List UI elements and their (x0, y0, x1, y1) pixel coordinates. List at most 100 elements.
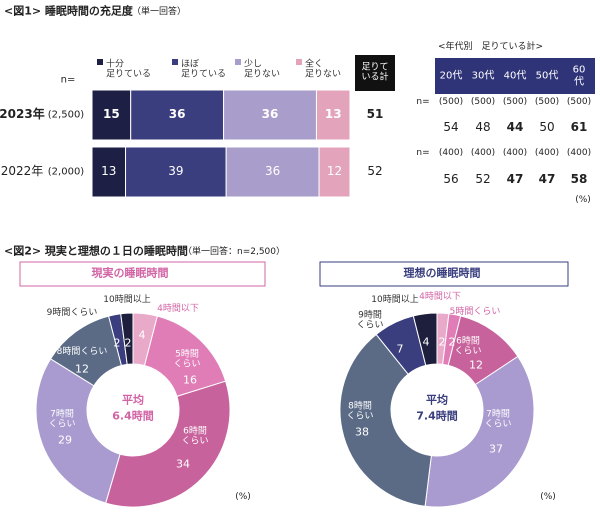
table-n: (400) (470, 147, 496, 158)
segment-label: 10時間以上 (103, 294, 151, 305)
data-label: 29 (58, 433, 72, 447)
n-label: n= (416, 96, 430, 107)
unit: (%) (540, 491, 556, 502)
panel-title-box (19, 261, 266, 287)
category-label: 2023年 (0, 107, 45, 122)
bar-segment (315, 89, 351, 141)
table-value: 54 (443, 120, 459, 135)
legend-swatch (296, 59, 302, 65)
segment-label: 4時間以下 (419, 291, 461, 302)
bar-segment (318, 146, 351, 198)
legend-swatch (97, 59, 103, 65)
segment-label: 8時間くらい (56, 346, 108, 357)
data-label: 39 (168, 164, 184, 179)
table-title: <年代別 足りている計> (438, 41, 544, 52)
data-label: 36 (168, 107, 186, 122)
chart-title: <図1> 睡眠時間の充足度 (4, 4, 133, 18)
donut-segment (412, 312, 438, 366)
table-header: 30代 (471, 70, 495, 82)
data-label: 36 (261, 107, 279, 122)
table-value: 48 (475, 120, 491, 135)
segment-label: 9時間 くらい (356, 310, 384, 331)
data-label: 4 (138, 328, 146, 342)
chart-subtitle: （単一回答） (132, 6, 187, 17)
table-value: 61 (570, 120, 588, 135)
segment-label: 5時間 くらい (173, 349, 201, 370)
unit: (%) (575, 194, 591, 205)
table-n: (500) (502, 96, 528, 107)
segment-label: 8時間 くらい (346, 401, 374, 422)
total-header-bg (355, 55, 395, 91)
donut-segment (120, 312, 134, 365)
segment-label: 4時間以下 (157, 303, 199, 314)
table-header-bg (435, 58, 595, 94)
center-value: 7.4時間 (416, 409, 458, 423)
table-n: (400) (438, 147, 464, 158)
table-value: 47 (538, 172, 556, 187)
table-n: (500) (534, 96, 560, 107)
table-value: 44 (506, 120, 524, 135)
total-value: 51 (366, 107, 384, 122)
legend-swatch (172, 59, 178, 65)
center-value: 6.4時間 (112, 409, 154, 423)
data-label: 34 (176, 457, 190, 471)
data-label: 38 (355, 425, 369, 439)
table-n: (500) (438, 96, 464, 107)
panel-title: 現実の睡眠時間 (91, 266, 169, 280)
data-label: 2 (113, 336, 121, 350)
data-label: 4 (422, 335, 430, 349)
table-n: (400) (534, 147, 560, 158)
donut-segment (424, 355, 535, 508)
segment-label: 7時間 くらい (484, 409, 512, 430)
legend-label: ほぼ 足りている (181, 59, 227, 80)
table-header: 50代 (535, 70, 559, 82)
table-n: (500) (470, 96, 496, 107)
figure-title: <図2> 現実と理想の１日の睡眠時間 (4, 244, 188, 258)
segment-label: 10時間以上 (371, 294, 419, 305)
bar-segment (223, 89, 317, 141)
segment-label: 6時間 くらい (181, 426, 209, 447)
bar-segment (130, 89, 225, 141)
bar-segment (125, 146, 227, 198)
bar-segment (91, 146, 127, 198)
panel-title: 理想の睡眠時間 (403, 266, 481, 280)
data-label: 36 (264, 164, 281, 179)
data-label: 13 (101, 164, 117, 179)
data-label: 7 (396, 342, 404, 356)
segment-label: 9時間くらい (46, 307, 98, 318)
data-label: 13 (324, 107, 342, 122)
donut-segment (105, 380, 231, 508)
data-label: 16 (183, 373, 197, 387)
data-label: 37 (489, 442, 503, 456)
n-header: n= (60, 74, 76, 86)
n-label: n= (416, 147, 430, 158)
table-n: (400) (502, 147, 528, 158)
center-title: 平均 (426, 393, 448, 407)
unit: (%) (235, 491, 251, 502)
total-value: 52 (367, 164, 383, 179)
table-value: 47 (506, 172, 524, 187)
table-n: (500) (566, 96, 592, 107)
data-label: 12 (75, 362, 89, 376)
segment-label: 7時間 くらい (48, 409, 76, 430)
table-header: 20代 (439, 70, 463, 82)
data-label: 2 (448, 335, 456, 349)
legend-label: 十分 足りている (106, 59, 152, 80)
data-label: 12 (469, 358, 483, 372)
n-label: (2,000) (47, 166, 85, 178)
table-value: 52 (475, 172, 491, 187)
segment-label: 5時間くらい (449, 306, 501, 317)
table-value: 56 (443, 172, 459, 187)
table-header: 60代 (572, 64, 586, 88)
n-label: (2,500) (47, 109, 85, 121)
legend-label: 全く 足りない (305, 59, 342, 80)
figure-subtitle: （単一回答：n=2,500） (183, 246, 286, 257)
data-label: 15 (102, 107, 120, 122)
legend-label: 少し 足りない (244, 59, 281, 80)
legend-swatch (235, 59, 241, 65)
table-value: 50 (539, 120, 555, 135)
donut-segment (35, 358, 121, 504)
table-n: (400) (566, 147, 592, 158)
